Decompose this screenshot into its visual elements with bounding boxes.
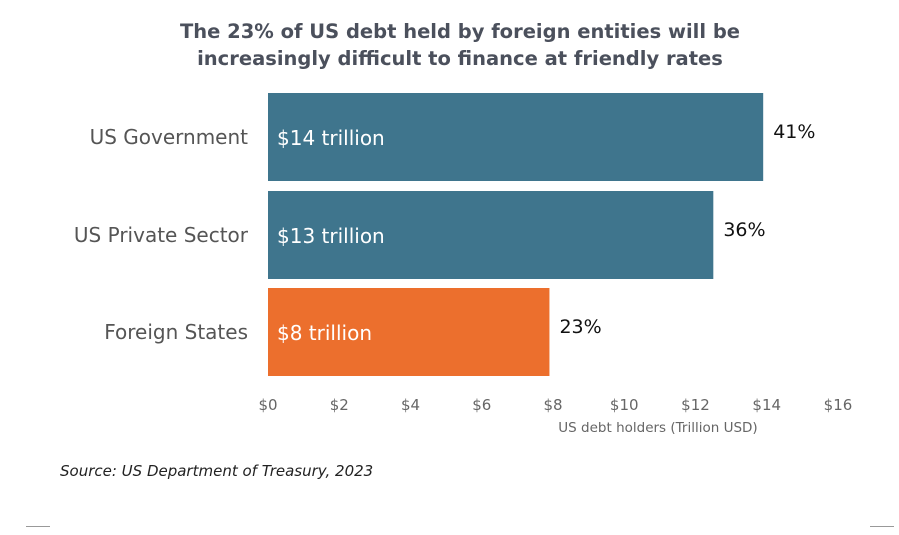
percent-label-2: 23% [559,316,601,338]
x-tick-label-3: $6 [472,396,491,414]
bar-value-label-2: $8 trillion [277,321,372,345]
x-axis-label: US debt holders (Trillion USD) [558,420,757,436]
bar-0 [268,93,764,181]
x-tick-label-8: $16 [824,396,853,414]
percent-label-1: 36% [723,219,765,241]
x-tick-label-2: $4 [401,396,420,414]
x-tick-label-0: $0 [258,396,277,414]
x-tick-label-1: $2 [330,396,349,414]
category-label-2: Foreign States [104,320,248,344]
percent-label-0: 41% [773,121,815,143]
title-line-2: increasingly difficult to finance at fri… [197,47,723,70]
bar-value-label-1: $13 trillion [277,224,385,248]
x-tick-label-7: $14 [752,396,781,414]
source-note: Source: US Department of Treasury, 2023 [60,462,374,480]
category-label-0: US Government [90,125,249,149]
x-tick-label-5: $10 [610,396,639,414]
category-label-1: US Private Sector [74,223,249,247]
bar-value-label-0: $14 trillion [277,126,385,150]
x-tick-label-4: $8 [543,396,562,414]
bar-1 [268,191,714,279]
x-tick-label-6: $12 [681,396,710,414]
page-corner-left [26,526,50,535]
bar-2 [268,288,550,376]
page-corner-right [870,526,894,535]
chart-title: The 23% of US debt held by foreign entit… [0,18,899,72]
title-line-1: The 23% of US debt held by foreign entit… [179,20,741,43]
